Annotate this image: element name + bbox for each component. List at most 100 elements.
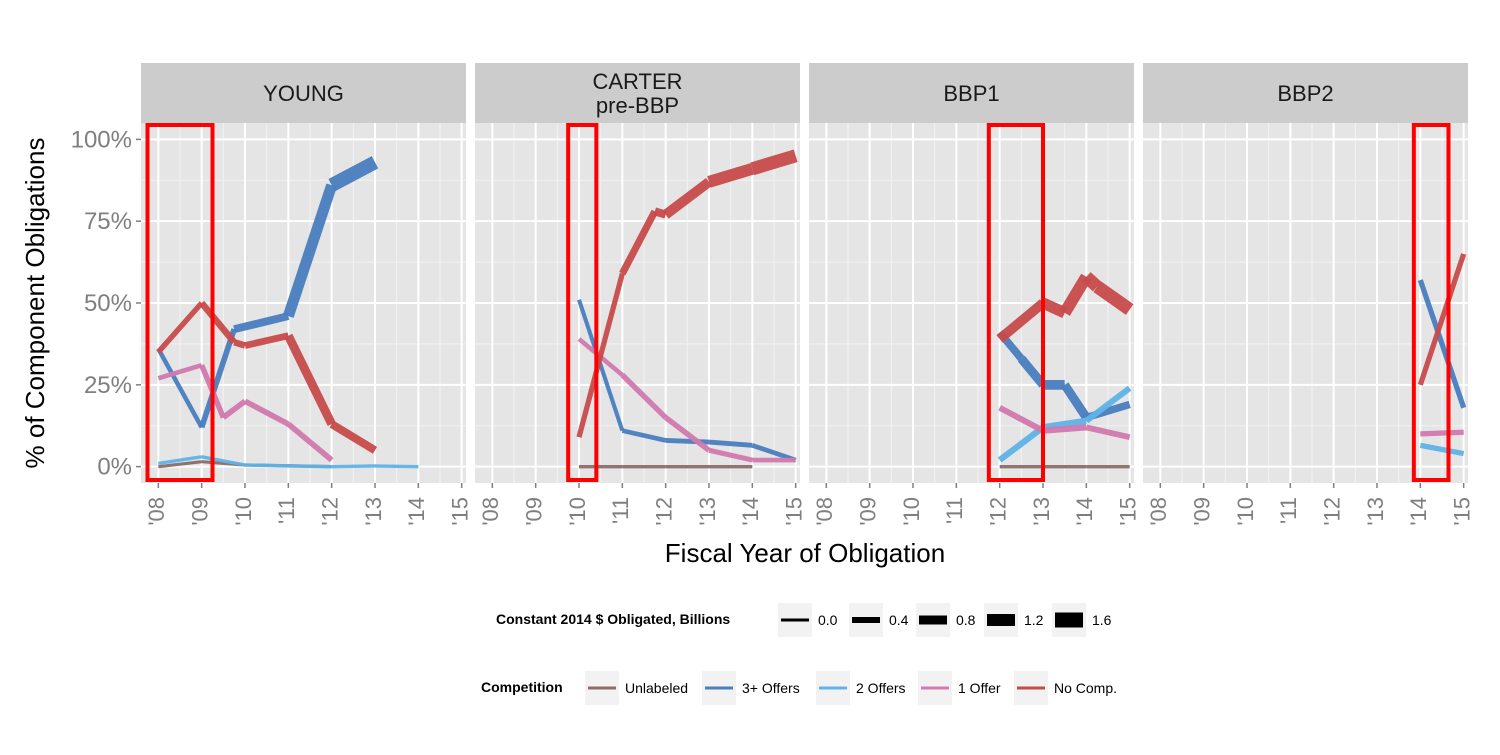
size-legend-label: 0.4 xyxy=(889,612,909,628)
series-segment xyxy=(708,447,753,463)
facet-label: BBP2 xyxy=(1277,81,1333,106)
x-tick-label: '10 xyxy=(231,497,256,526)
y-tick-label: 75% xyxy=(84,208,132,235)
x-tick-label: '14 xyxy=(1406,497,1431,526)
series-segment xyxy=(996,299,1047,343)
x-tick-label: '08 xyxy=(812,497,837,526)
x-axis-title: Fiscal Year of Obligation xyxy=(665,538,945,568)
y-tick-label: 50% xyxy=(84,290,132,317)
x-tick-label: '15 xyxy=(447,497,472,526)
x-tick-label: '09 xyxy=(1189,497,1214,526)
x-tick-label: '14 xyxy=(738,497,763,526)
series-segment xyxy=(1017,355,1047,388)
x-tick-label: '15 xyxy=(781,497,806,526)
series-segment xyxy=(374,464,419,469)
size-legend-title: Constant 2014 $ Obligated, Billions xyxy=(496,611,730,627)
series-segment xyxy=(997,424,1045,463)
y-tick-label: 100% xyxy=(71,126,132,153)
series-segment xyxy=(198,328,237,429)
x-tick-label: '11 xyxy=(608,497,633,524)
color-legend-title: Competition xyxy=(481,679,563,695)
highlight-box xyxy=(566,123,599,482)
series-segment xyxy=(1059,273,1092,316)
series-segment xyxy=(158,460,202,469)
x-tick-label: '09 xyxy=(187,497,212,526)
x-tick-label: '15 xyxy=(1449,497,1474,526)
x-tick-label: '09 xyxy=(521,497,546,526)
size-legend-label: 0.0 xyxy=(818,612,838,628)
series-segment xyxy=(665,438,710,445)
x-tick-label: '08 xyxy=(1146,497,1171,526)
series-segment xyxy=(1040,297,1067,318)
series-segment xyxy=(233,339,246,349)
x-tick-label: '10 xyxy=(565,497,590,526)
color-legend-label: 2 Offers xyxy=(856,680,906,696)
highlight-box xyxy=(1411,123,1451,482)
series-segment xyxy=(156,347,204,429)
series-segment xyxy=(1417,279,1467,409)
series-segment xyxy=(1060,382,1091,421)
x-tick-label: '12 xyxy=(317,497,342,526)
series-segment xyxy=(288,464,332,469)
x-tick-label: '13 xyxy=(1363,497,1388,526)
facet-label: BBP1 xyxy=(943,81,999,106)
x-tick-label: '15 xyxy=(1115,497,1140,526)
series-segment xyxy=(244,463,289,468)
color-legend-label: Unlabeled xyxy=(625,680,688,696)
x-tick-label: '13 xyxy=(361,497,386,526)
series-segment xyxy=(1082,272,1102,292)
series-segment xyxy=(221,398,247,420)
series-segment xyxy=(653,207,667,219)
x-tick-label: '10 xyxy=(899,497,924,526)
series-segment xyxy=(1417,253,1467,386)
x-tick-label: '11 xyxy=(1276,497,1301,524)
x-tick-label: '11 xyxy=(274,497,299,524)
series-segment xyxy=(156,301,204,354)
series-segment xyxy=(1042,424,1087,434)
series-segment xyxy=(662,177,712,219)
x-tick-label: '08 xyxy=(478,497,503,526)
series-segment xyxy=(243,398,290,427)
series-segment xyxy=(664,415,711,453)
facet-strip xyxy=(475,63,800,123)
series-segment xyxy=(620,373,668,420)
x-tick-label: '12 xyxy=(651,497,676,526)
y-axis-title: % of Component Obligations xyxy=(20,138,50,469)
x-tick-label: '09 xyxy=(855,497,880,526)
x-tick-label: '14 xyxy=(1072,497,1097,526)
series-segment xyxy=(158,455,202,466)
highlight-box xyxy=(986,123,1045,482)
x-tick-label: '12 xyxy=(1319,497,1344,526)
x-tick-label: '08 xyxy=(144,497,169,526)
series-segment xyxy=(619,209,658,276)
x-tick-label: '13 xyxy=(695,497,720,526)
series-segment xyxy=(329,420,378,454)
series-segment xyxy=(244,332,290,349)
series-segment xyxy=(331,464,376,469)
series-segment xyxy=(751,443,797,463)
x-tick-label: '13 xyxy=(1029,497,1054,526)
series-segment xyxy=(1420,429,1464,437)
series-segment xyxy=(283,183,337,318)
color-legend-label: 3+ Offers xyxy=(742,680,800,696)
highlight-box xyxy=(145,123,215,482)
series-segment xyxy=(708,439,753,448)
series-segment xyxy=(286,421,334,463)
series-segment xyxy=(328,156,379,192)
series-segment xyxy=(998,405,1045,434)
series-segment xyxy=(1419,442,1465,457)
x-tick-label: '11 xyxy=(942,497,967,524)
x-tick-label: '10 xyxy=(1233,497,1258,526)
facet-label: CARTER xyxy=(592,69,682,94)
series-segment xyxy=(1042,417,1087,431)
y-tick-label: 25% xyxy=(84,372,132,399)
size-legend-label: 1.2 xyxy=(1024,612,1044,628)
series-segment xyxy=(1085,424,1131,441)
facet-strip xyxy=(809,63,1134,123)
y-tick-label: 0% xyxy=(97,454,132,481)
size-legend-label: 0.8 xyxy=(956,612,976,628)
series-segment xyxy=(199,300,237,345)
series-segment xyxy=(707,163,755,188)
